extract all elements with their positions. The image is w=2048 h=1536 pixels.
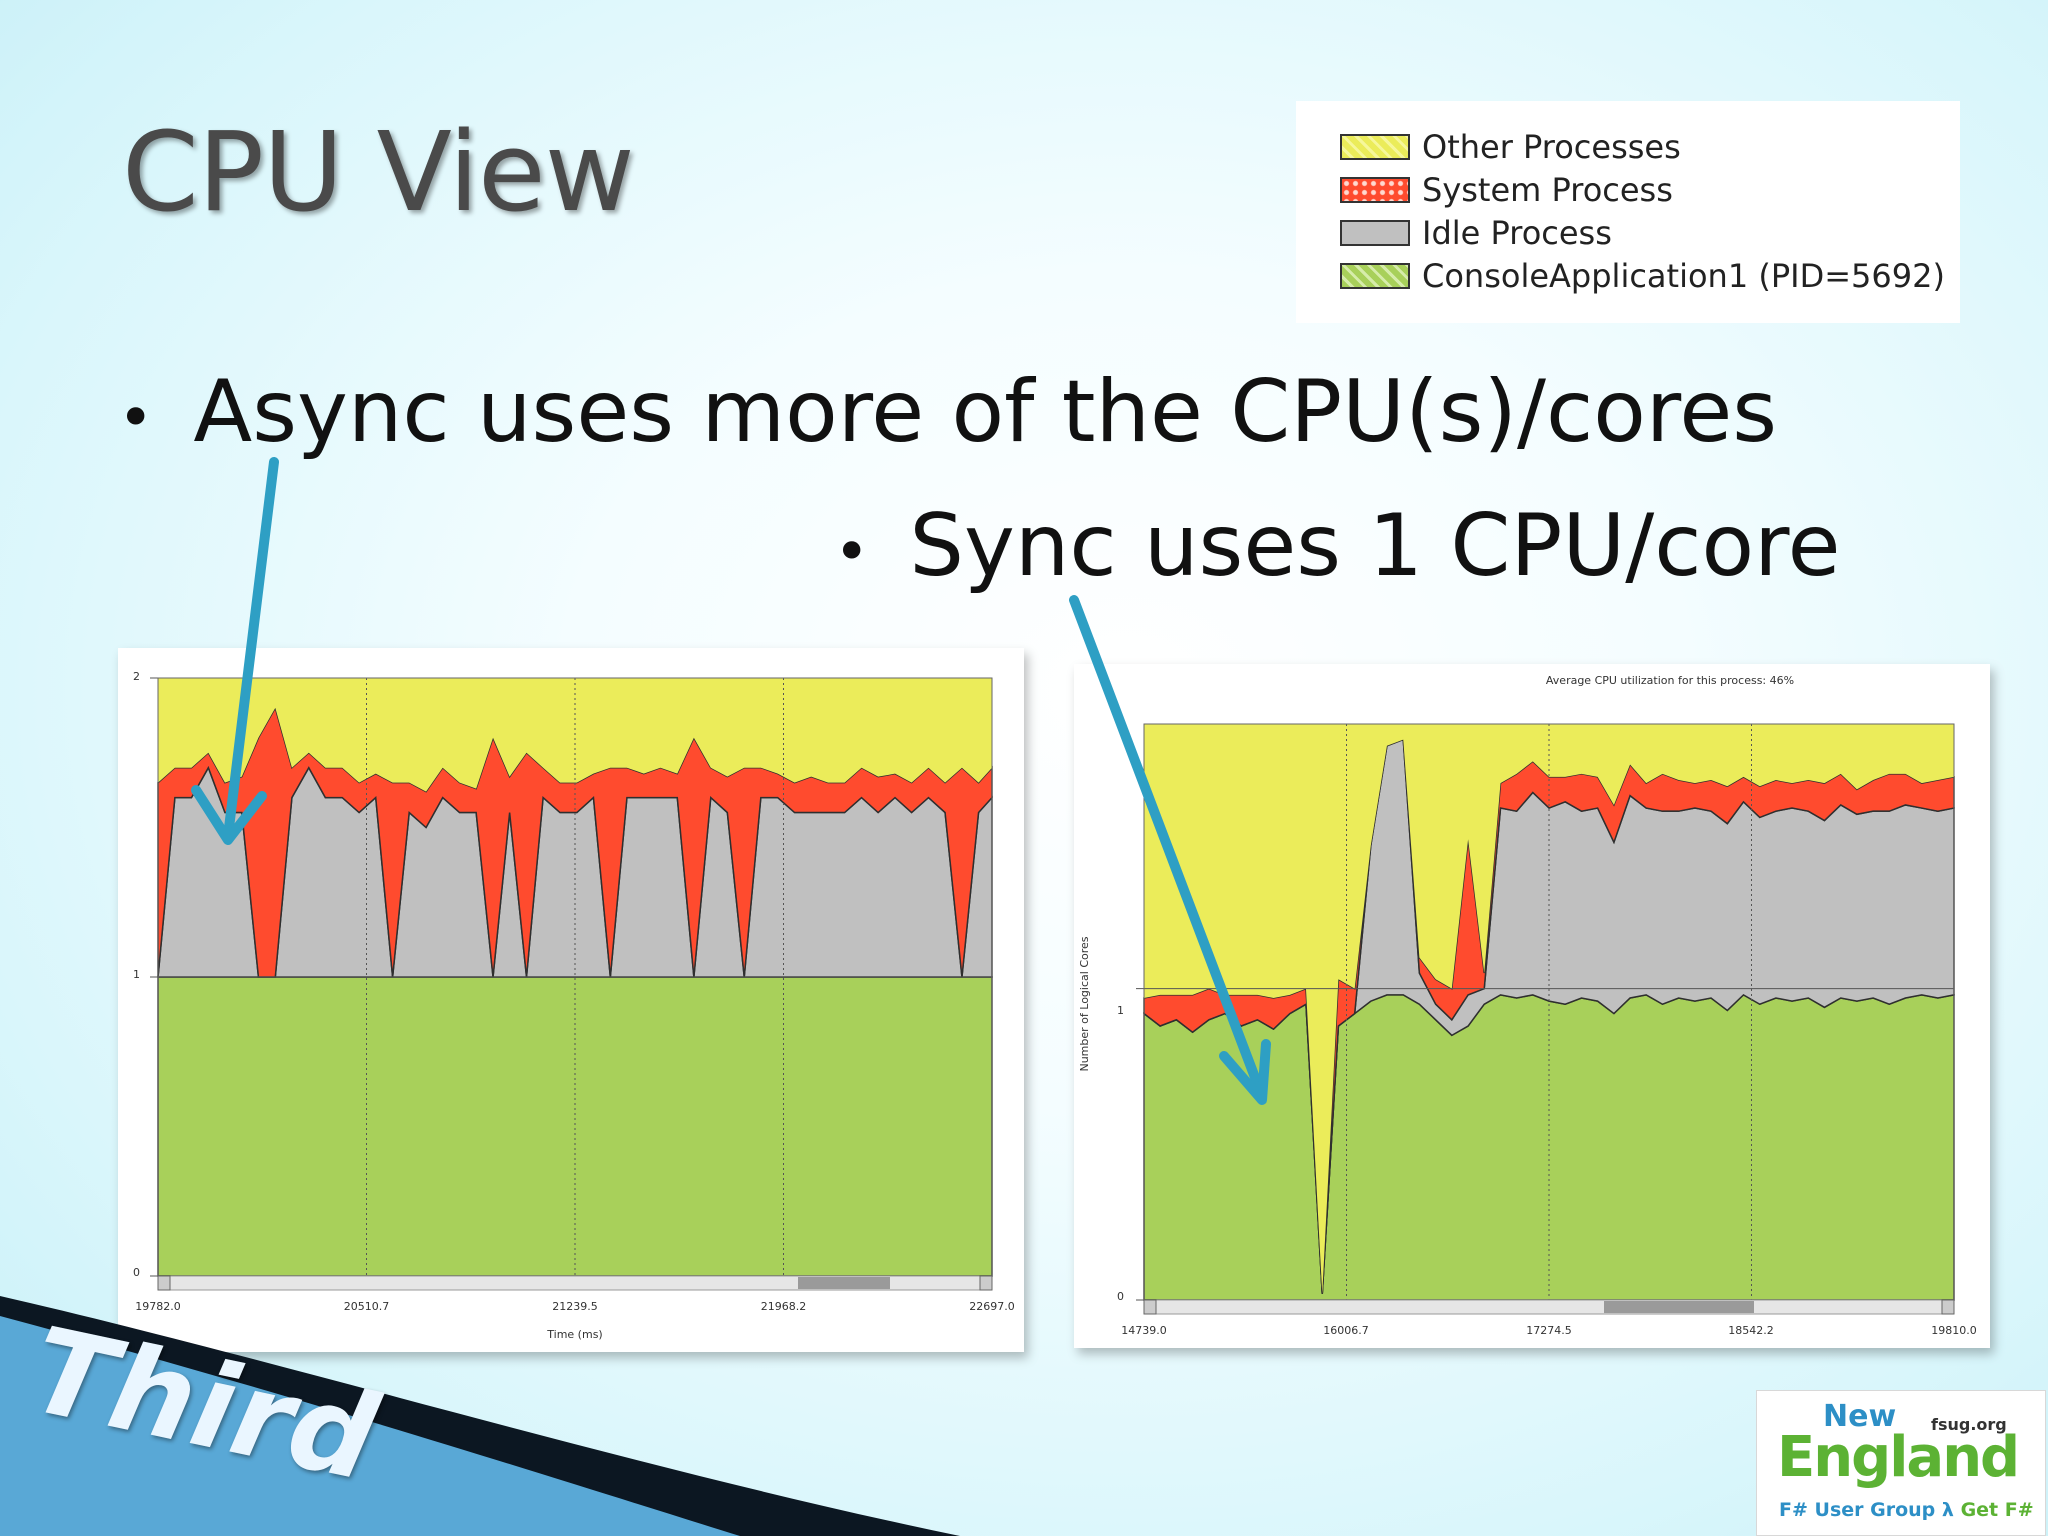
lambda-icon: λ: [1942, 1499, 1954, 1521]
logo-tagline: F# User Group λ Get F#: [1779, 1499, 2034, 1521]
logo-fsharp: F#: [1779, 1499, 1808, 1521]
logo-get-fsharp: Get F#: [1961, 1499, 2034, 1521]
new-england-fsug-logo: New fsug.org England F# User Group λ Get…: [1756, 1390, 2046, 1536]
logo-england: England: [1777, 1425, 2018, 1490]
logo-user-group: User Group: [1815, 1499, 1936, 1521]
